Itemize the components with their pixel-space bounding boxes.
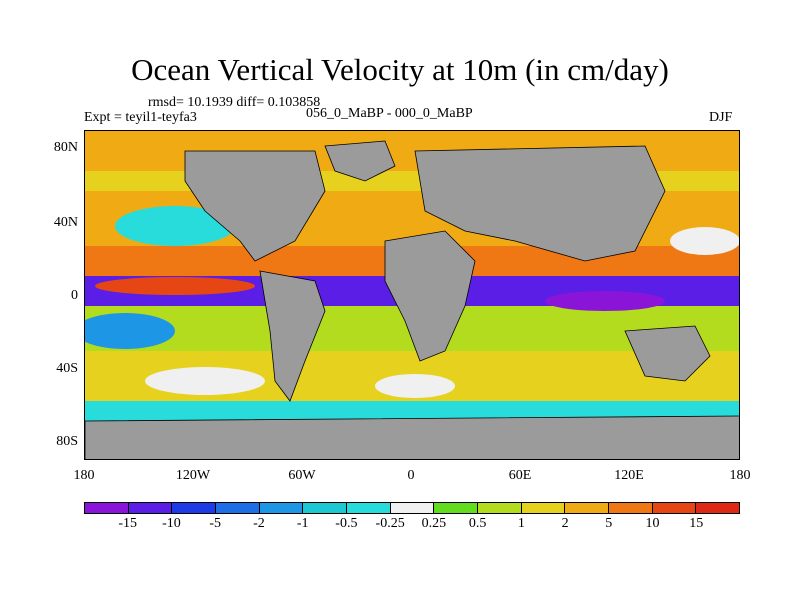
colorbar-swatch — [347, 503, 391, 513]
ocean-patch — [145, 367, 265, 395]
ocean-patch — [95, 277, 255, 295]
colorbar-label: -5 — [209, 516, 222, 531]
land-africa — [384, 230, 476, 362]
colorbar-label: -10 — [162, 516, 181, 531]
ocean-southern-band — [85, 401, 739, 421]
lat-label: 0 — [71, 288, 78, 303]
lon-label: 180 — [73, 468, 95, 483]
colorbar-swatch — [390, 503, 435, 513]
ocean-patch — [375, 374, 455, 398]
lat-label: 40S — [56, 361, 78, 376]
lat-label: 80N — [53, 140, 78, 155]
colorbar-swatch — [85, 503, 129, 513]
colorbar-swatch — [565, 503, 610, 513]
lon-label: 60E — [508, 468, 532, 483]
land-eurasia — [414, 145, 666, 262]
lon-label: 120E — [614, 468, 644, 483]
lon-label: 60W — [288, 468, 316, 483]
land-antarctica — [85, 415, 739, 459]
lon-label: 180 — [729, 468, 751, 483]
colorbar-label: -1 — [296, 516, 309, 531]
colorbar-swatch — [303, 503, 348, 513]
colorbar-label: 5 — [605, 516, 613, 531]
colorbar-label: -2 — [253, 516, 265, 531]
colorbar-swatch — [521, 503, 566, 513]
colorbar-swatch — [128, 503, 173, 513]
ocean-patch — [670, 227, 739, 255]
colorbar-label: 2 — [561, 516, 569, 531]
land-north-america — [184, 150, 326, 262]
colorbar — [84, 502, 740, 514]
colorbar-swatch — [434, 503, 479, 513]
lat-label: 80S — [56, 434, 78, 449]
ocean-patch — [85, 313, 175, 349]
stats-text: rmsd= 10.1939 diff= 0.103858 — [148, 95, 321, 110]
land-greenland — [324, 140, 396, 182]
lon-label: 120W — [175, 468, 211, 483]
colorbar-label: -0.5 — [335, 516, 358, 531]
lon-label: 0 — [407, 468, 415, 483]
colorbar-swatch — [478, 503, 522, 513]
colorbar-label: -0.25 — [375, 516, 405, 531]
colorbar-label: 10 — [645, 516, 660, 531]
ocean-patch — [115, 206, 235, 246]
colorbar-label: 0.5 — [468, 516, 487, 531]
lat-label: 40N — [53, 215, 78, 230]
map-title: Ocean Vertical Velocity at 10m (in cm/da… — [131, 52, 669, 87]
experiment-label: Expt = teyil1-teyfa3 — [84, 110, 197, 125]
colorbar-swatch — [216, 503, 260, 513]
season-label: DJF — [709, 110, 733, 125]
colorbar-swatch — [696, 503, 740, 513]
colorbar-label: -15 — [118, 516, 138, 531]
colorbar-label: 0.25 — [421, 516, 447, 531]
colorbar-swatch — [172, 503, 217, 513]
land-south-america — [259, 270, 326, 402]
colorbar-label: 15 — [689, 516, 704, 531]
colorbar-label: 1 — [517, 516, 525, 531]
colorbar-swatch — [259, 503, 304, 513]
colorbar-swatch — [609, 503, 653, 513]
colorbar-swatch — [652, 503, 697, 513]
map-field — [85, 131, 739, 459]
map-plot — [84, 130, 740, 460]
land-australia — [624, 325, 711, 382]
difference-label: 056_0_MaBP - 000_0_MaBP — [306, 106, 473, 121]
ocean-patch — [545, 291, 665, 311]
